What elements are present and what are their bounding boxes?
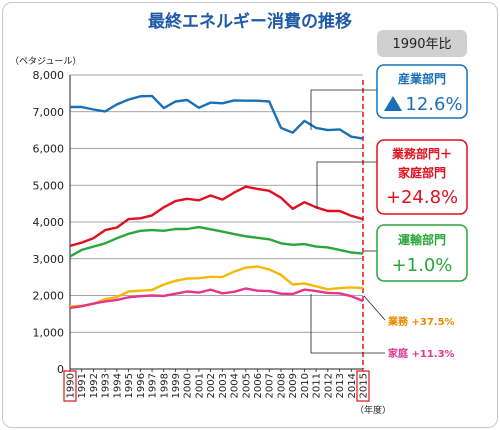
x-tick-label: 2013 (335, 373, 346, 398)
comparison-header: 1990年比 (392, 37, 451, 52)
x-tick-label: 1999 (171, 373, 182, 398)
y-tick-label: 8,000 (33, 69, 65, 82)
callout-box-industry (376, 64, 468, 119)
series-line-commercial_household (69, 185, 364, 248)
x-tick-label: 1994 (112, 373, 123, 398)
callout-connector-household (310, 294, 385, 354)
series-lines (69, 94, 364, 310)
x-tick-label: 1990 (66, 373, 77, 398)
callout-label-commercial-household-2: 家庭部門 (398, 165, 446, 180)
x-tick-label: 2003 (218, 373, 229, 398)
x-tick-label: 1993 (101, 373, 112, 398)
x-tick-label: 2014 (347, 373, 358, 398)
x-tick-label: 2011 (312, 373, 323, 398)
x-tick-label: 2002 (206, 373, 217, 398)
series-line-household (69, 287, 364, 310)
y-tick-label: 0 (57, 363, 64, 376)
x-tick-label: 1998 (159, 373, 170, 398)
y-tick-label: 6,000 (33, 143, 65, 156)
callout-value-commercial-household: +24.8% (386, 187, 458, 208)
grid (70, 74, 364, 369)
callout-label-transport: 運輸部門 (398, 232, 446, 247)
x-tick-label: 1997 (148, 373, 159, 398)
x-tick-label: 2007 (265, 373, 276, 398)
callout-label-commercial-household-1: 業務部門＋ (391, 146, 452, 161)
x-tick-label: 1992 (89, 373, 100, 398)
y-tick-label: 1,000 (33, 326, 65, 339)
callout-label-industry: 産業部門 (398, 71, 446, 86)
series-line-commercial (69, 265, 364, 308)
x-tick-label: 2000 (183, 373, 194, 398)
callout-label-commercial: 業務 +37.5% (387, 315, 455, 328)
y-tick-label: 4,000 (33, 216, 65, 229)
callout-connector-commercial (363, 295, 386, 321)
y-axis-unit: （ペタジュール） (10, 56, 81, 67)
callout-label-household: 家庭 +11.3% (388, 347, 455, 360)
x-tick-label: 2008 (276, 373, 287, 398)
y-tick-label: 7,000 (33, 106, 65, 119)
callout-value-industry: 12.6% (405, 94, 462, 115)
x-tick-label: 2012 (323, 373, 334, 398)
callout-connector-industry (310, 89, 377, 130)
chart-title: 最終エネルギー消費の推移 (148, 11, 352, 32)
comparison-header-box (377, 30, 467, 57)
highlight-year-box (356, 370, 370, 402)
x-tick-label: 1991 (77, 373, 88, 398)
y-tick-label: 2,000 (33, 290, 65, 303)
highlight-year-box (63, 370, 77, 402)
series-line-transport (69, 225, 364, 258)
axes: 0 1,000 2,000 3,000 4,000 5,000 6,000 7,000 8,00… (33, 69, 370, 402)
x-tick-label: 1995 (124, 373, 135, 398)
y-tick-label: 5,000 (33, 179, 65, 192)
series-line-industry (70, 94, 364, 140)
x-tick-label: 2010 (300, 373, 311, 398)
x-tick-label: 2009 (288, 373, 299, 398)
x-tick-label: 2005 (241, 373, 252, 398)
callout-value-transport: +1.0% (392, 255, 453, 276)
callout-box-transport (376, 224, 468, 282)
y-tick-label: 3,000 (33, 253, 65, 266)
x-tick-label: 2006 (253, 373, 264, 398)
x-tick-label: 2015 (359, 373, 370, 398)
callout-box-commercial-household (376, 139, 468, 215)
x-axis-unit: （年度） (355, 404, 391, 416)
callouts: 産業部門 12.6% 業務部門＋ 家庭部門 +24.8% 運輸部門 +1.0% 業務 +37.… (310, 64, 468, 360)
x-tick-label: 2001 (194, 373, 205, 398)
x-tick-label: 1996 (136, 373, 147, 398)
callout-connector-commercial-household (316, 161, 377, 208)
down-arrow-icon (384, 96, 402, 111)
x-tick-label: 2004 (230, 373, 241, 398)
